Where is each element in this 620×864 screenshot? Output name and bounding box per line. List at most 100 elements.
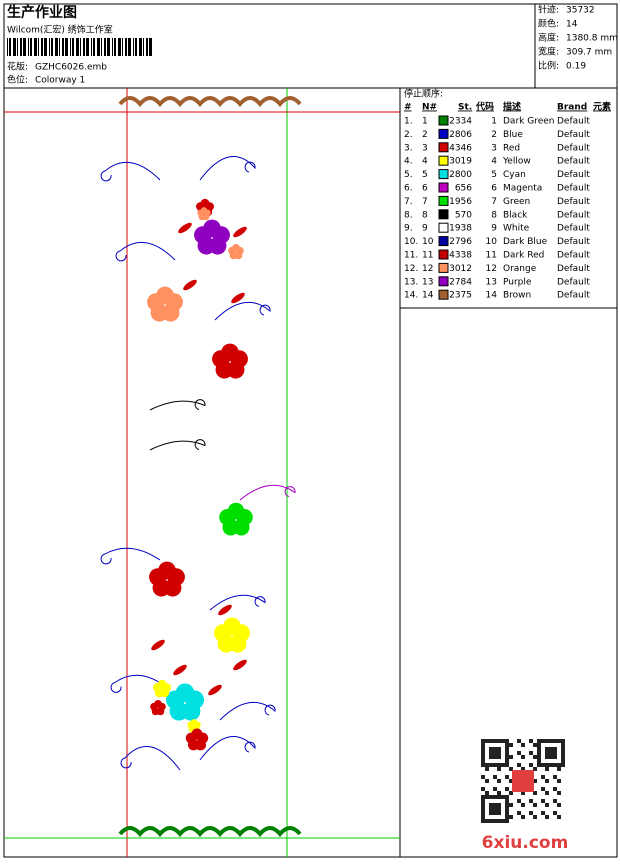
qr-module (493, 807, 497, 811)
qr-module (533, 755, 537, 759)
stitches: 1956 (449, 197, 472, 207)
qr-module (493, 747, 497, 751)
qr-module (553, 787, 557, 791)
qr-module (537, 743, 541, 747)
qr-module (541, 775, 545, 779)
qr-module (541, 799, 545, 803)
qr-module (549, 763, 553, 767)
qr-module (533, 815, 537, 819)
stat-label: 颜色: (538, 18, 559, 30)
qr-module (557, 763, 561, 767)
qr-module (497, 807, 501, 811)
qr-module (537, 747, 541, 751)
bar (59, 38, 60, 56)
row-number: 9. (404, 224, 413, 234)
title: 生产作业图 (7, 4, 77, 21)
swirl (149, 399, 206, 411)
description: Purple (503, 277, 532, 287)
swirl (120, 746, 181, 771)
qr-module (505, 755, 509, 759)
stitches: 570 (455, 210, 472, 220)
border-motif (118, 96, 302, 108)
bar (146, 38, 148, 56)
leaf (173, 664, 187, 676)
qr-module (481, 819, 485, 823)
qr-module (489, 763, 493, 767)
column-header: 描述 (503, 101, 521, 113)
brand: Default (557, 237, 590, 247)
qr-module (545, 815, 549, 819)
color-swatch (438, 155, 449, 166)
qr-module (485, 767, 489, 771)
qr-module (545, 739, 549, 743)
qr-module (497, 739, 501, 743)
qr-module (489, 811, 493, 815)
qr-module (481, 763, 485, 767)
qr-module (497, 779, 501, 783)
needle: 9 (422, 224, 428, 234)
barcode (7, 38, 152, 56)
qr-module (561, 747, 565, 751)
qr-code (480, 738, 566, 824)
color-swatch (438, 289, 449, 300)
qr-module (541, 739, 545, 743)
code: 3 (491, 143, 497, 153)
stitches: 2784 (449, 277, 472, 287)
description: Dark Blue (503, 237, 548, 247)
bar (55, 38, 58, 56)
qr-module (505, 799, 509, 803)
qr-module (537, 759, 541, 763)
qr-module (561, 739, 565, 743)
qr-module (557, 767, 561, 771)
qr-module (509, 803, 513, 807)
stat-value: 35732 (566, 6, 595, 16)
qr-module (493, 739, 497, 743)
color-swatch (438, 128, 449, 139)
row-number: 10. (404, 237, 418, 247)
stat-value: 14 (566, 20, 578, 30)
needle: 5 (422, 170, 428, 180)
bar (49, 38, 50, 56)
needle: 1 (422, 117, 428, 127)
description: Black (503, 210, 528, 220)
bar (125, 38, 127, 56)
qr-module (489, 803, 493, 807)
bar (23, 38, 26, 56)
bar (112, 38, 113, 56)
bar (9, 38, 11, 56)
petal (212, 350, 230, 368)
qr-module (561, 751, 565, 755)
qr-module (561, 755, 565, 759)
color-swatch (438, 169, 449, 180)
description: Cyan (503, 170, 526, 180)
description: White (503, 224, 530, 234)
description: Blue (503, 130, 523, 140)
qr-module (557, 739, 561, 743)
needle: 14 (422, 291, 434, 301)
qr-module (509, 755, 513, 759)
qr-module (533, 767, 537, 771)
qr-module (529, 751, 533, 755)
page-border (3, 3, 618, 858)
stat-label: 宽度: (538, 46, 559, 58)
qr-module (505, 747, 509, 751)
qr-module (557, 791, 561, 795)
qr-module (521, 791, 525, 795)
petal (194, 226, 212, 244)
description: Yellow (502, 157, 531, 167)
color-swatch (438, 115, 449, 126)
qr-module (497, 747, 501, 751)
brand: Default (557, 130, 590, 140)
qr-module (505, 743, 509, 747)
row-number: 11. (404, 251, 418, 261)
colorway: Colorway 1 (35, 76, 85, 86)
petal (214, 624, 232, 642)
color-swatch (438, 249, 449, 260)
qr-module (509, 767, 513, 771)
color-swatch (438, 195, 449, 206)
color-swatch (438, 262, 449, 273)
watermark: 6xiu.com (482, 833, 569, 853)
stitches: 4346 (449, 143, 472, 153)
swirl (209, 594, 266, 611)
qr-module (533, 743, 537, 747)
